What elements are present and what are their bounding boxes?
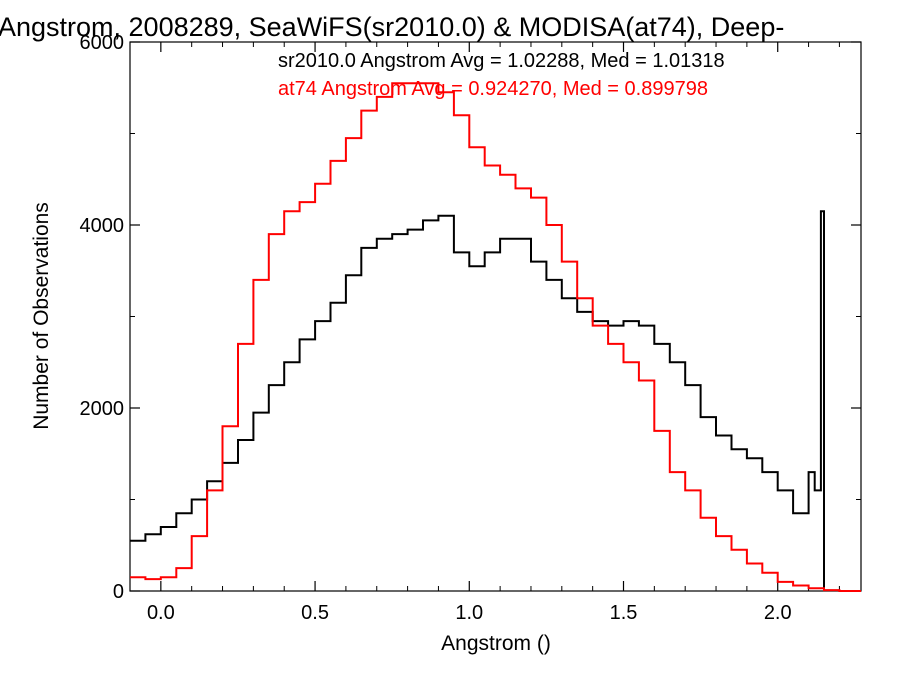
x-axis-label: Angstrom () — [441, 632, 551, 655]
y-tick-label: 4000 — [80, 215, 125, 237]
x-tick-label: 0.5 — [301, 602, 329, 624]
y-tick-label: 6000 — [80, 32, 125, 54]
x-tick-label: 1.0 — [455, 602, 483, 624]
y-tick-label: 0 — [113, 581, 124, 603]
legend-entry-red: at74 Angstrom Avg = 0.924270, Med = 0.89… — [278, 78, 708, 100]
y-tick-label: 2000 — [80, 398, 125, 420]
x-tick-label: 0.0 — [147, 602, 175, 624]
plot-frame — [129, 41, 862, 592]
x-tick-label: 2.0 — [764, 602, 792, 624]
chart-title: Angstrom, 2008289, SeaWiFS(sr2010.0) & M… — [0, 12, 784, 42]
series-layer — [130, 82, 861, 592]
y-axis-label: Number of Observations — [30, 202, 53, 430]
axis-ticks: 0.0 0.5 1.0 1.5 2.0 0 2000 4000 6000 — [80, 32, 861, 624]
plot-border — [129, 41, 862, 592]
series-sr2010-line — [130, 210, 825, 591]
legend-entry-black: sr2010.0 Angstrom Avg = 1.02288, Med = 1… — [278, 50, 725, 72]
x-tick-label: 1.5 — [610, 602, 638, 624]
series-at74-line — [130, 82, 861, 592]
